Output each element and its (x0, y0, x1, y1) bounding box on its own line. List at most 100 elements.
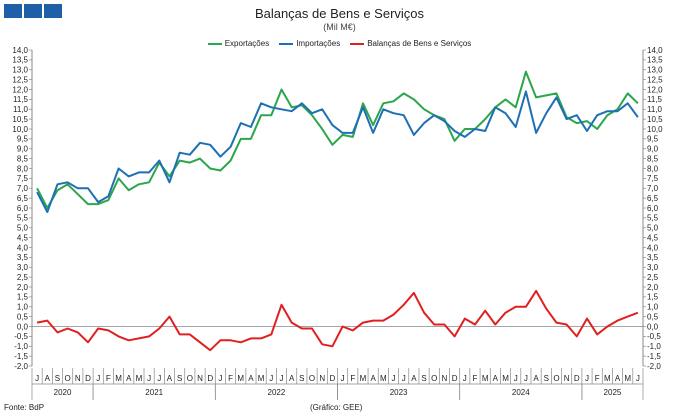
y-tick-label-right: 13,0 (647, 66, 663, 75)
y-tick-label-right: 2,0 (647, 283, 659, 292)
x-tick-label: O (65, 374, 71, 383)
bdp-logo (4, 4, 62, 18)
x-tick-label: M (360, 374, 367, 383)
x-tick-label: D (452, 374, 458, 383)
legend-swatch (207, 42, 222, 45)
x-tick-label: J (392, 374, 396, 383)
x-tick-label: J (147, 374, 151, 383)
chart-credit: (Gráfico: GEE) (310, 403, 363, 412)
y-tick-label-left: 12,5 (12, 75, 28, 84)
y-tick-label-left: 1,5 (17, 293, 29, 302)
y-tick-label-left: 0,5 (17, 312, 29, 321)
source-note: Fonte: BdP (4, 403, 45, 412)
legend-item-imports: Importações (279, 39, 340, 48)
x-tick-label: M (502, 374, 509, 383)
y-tick-label-left: 5,0 (17, 224, 29, 233)
y-tick-label-right: 12,5 (647, 75, 663, 84)
y-tick-label-right: 8,5 (647, 154, 659, 163)
y-tick-label-right: 13,5 (647, 56, 663, 65)
y-tick-label-right: 4,5 (647, 233, 659, 242)
x-tick-label: F (106, 374, 111, 383)
y-tick-label-left: 5,5 (17, 214, 29, 223)
chart-title: Balanças de Bens e Serviços (254, 6, 425, 21)
y-tick-label-right: 7,5 (647, 174, 659, 183)
legend-label: Balanças de Bens e Serviços (367, 39, 472, 48)
y-tick-label-right: 11,0 (647, 105, 663, 114)
y-tick-label-left: 3,5 (17, 253, 29, 262)
x-tick-label: J (35, 374, 39, 383)
x-tick-label: A (167, 374, 173, 383)
x-tick-label: M (136, 374, 143, 383)
x-tick-label: M (115, 374, 122, 383)
x-tick-label: S (177, 374, 182, 383)
year-label: 2020 (54, 388, 72, 397)
x-tick-label: J (636, 374, 640, 383)
y-tick-label-left: -1,0 (14, 342, 28, 351)
x-tick-label: N (75, 374, 81, 383)
x-tick-label: J (463, 374, 467, 383)
series-line-balance (36, 289, 639, 352)
x-tick-label: N (319, 374, 325, 383)
legend-swatch (350, 42, 365, 45)
legend-swatch (279, 42, 294, 45)
y-tick-label-left: 7,5 (17, 174, 29, 183)
y-tick-label-right: -1,5 (647, 352, 661, 361)
x-tick-label: N (564, 374, 570, 383)
y-tick-label-right: 8,0 (647, 164, 659, 173)
series-line-imports (36, 90, 639, 213)
y-tick-label-right: 6,0 (647, 204, 659, 213)
x-tick-label: J (514, 374, 518, 383)
x-tick-label: J (402, 374, 406, 383)
logo-square (24, 4, 42, 18)
y-tick-label-left: 11,5 (13, 95, 29, 104)
x-tick-label: F (350, 374, 355, 383)
year-label: 2021 (145, 388, 163, 397)
x-tick-label: O (309, 374, 315, 383)
y-tick-label-left: 8,0 (17, 164, 29, 173)
x-tick-label: J (524, 374, 528, 383)
x-tick-label: M (237, 374, 244, 383)
x-tick-label: O (553, 374, 559, 383)
y-tick-label-left: 8,5 (17, 154, 29, 163)
y-tick-label-right: 7,0 (647, 184, 659, 193)
x-tick-label: J (585, 374, 589, 383)
x-tick-label: S (544, 374, 549, 383)
y-tick-label-right: 10,0 (647, 125, 663, 134)
x-tick-label: J (157, 374, 161, 383)
y-tick-label-left: 9,0 (17, 145, 29, 154)
year-label: 2022 (268, 388, 286, 397)
x-tick-label: J (269, 374, 273, 383)
x-tick-label: O (431, 374, 437, 383)
x-tick-label: F (473, 374, 478, 383)
x-tick-label: A (289, 374, 295, 383)
x-tick-label: J (96, 374, 100, 383)
y-tick-label-right: -0,5 (647, 332, 661, 341)
logo-square (44, 4, 62, 18)
x-tick-label: A (615, 374, 621, 383)
x-tick-label: M (604, 374, 611, 383)
year-label: 2023 (390, 388, 408, 397)
x-tick-label: O (187, 374, 193, 383)
legend-item-exports: Exportações (207, 39, 269, 48)
x-tick-label: S (55, 374, 60, 383)
y-tick-label-left: 13,0 (12, 66, 28, 75)
y-tick-label-left: 10,5 (12, 115, 28, 124)
y-tick-label-left: -2,0 (14, 362, 28, 371)
y-tick-label-left: 4,5 (17, 233, 29, 242)
x-tick-label: N (197, 374, 203, 383)
y-tick-label-right: 9,0 (647, 145, 659, 154)
y-tick-label-left: 7,0 (17, 184, 29, 193)
y-tick-label-right: 5,0 (647, 224, 659, 233)
y-tick-label-right: 4,0 (647, 243, 659, 252)
y-tick-label-left: 3,0 (17, 263, 29, 272)
y-tick-label-left: 0,0 (17, 322, 29, 331)
x-tick-label: J (218, 374, 222, 383)
y-tick-label-left: 2,5 (17, 273, 29, 282)
x-tick-label: A (45, 374, 51, 383)
x-tick-label: D (85, 374, 91, 383)
y-tick-label-left: 14,0 (12, 46, 28, 55)
y-tick-label-right: 14,0 (647, 46, 663, 55)
y-tick-label-right: 9,5 (647, 135, 659, 144)
x-tick-label: A (370, 374, 376, 383)
